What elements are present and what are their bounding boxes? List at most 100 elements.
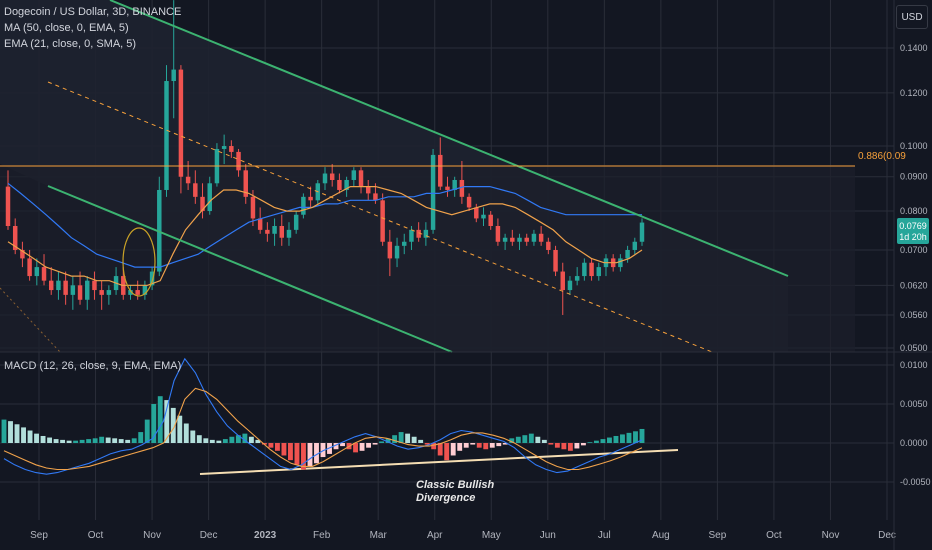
- macd-histogram-bar: [222, 439, 228, 443]
- candle-body: [142, 285, 148, 295]
- price-tick-label: 0.0620: [900, 280, 928, 290]
- macd-histogram-bar: [125, 439, 131, 443]
- macd-histogram-bar: [607, 437, 612, 443]
- macd-line[interactable]: [3, 357, 643, 475]
- candle-body: [416, 229, 421, 238]
- candle-body: [178, 69, 184, 177]
- candle-body: [200, 196, 205, 212]
- candle-body: [423, 229, 429, 238]
- macd-tick-label: 0.0100: [900, 360, 928, 370]
- macd-histogram-bar: [8, 421, 13, 443]
- candle: [589, 258, 594, 281]
- candle: [257, 207, 263, 234]
- candle-body: [409, 229, 414, 242]
- macd-histogram-bar: [164, 400, 170, 443]
- macd-indicator-label[interactable]: MACD (12, 26, close, 9, EMA, EMA): [4, 360, 182, 372]
- candle-body: [293, 214, 299, 230]
- ema21-line[interactable]: [7, 186, 643, 286]
- candle-body: [394, 245, 400, 259]
- candle-body: [301, 196, 306, 215]
- macd-histogram-bar: [320, 443, 326, 458]
- macd-histogram-bar: [528, 433, 534, 443]
- macd-histogram-bar: [470, 443, 476, 445]
- candle-body: [402, 241, 407, 246]
- candle: [596, 262, 602, 281]
- macd-histogram-bar: [79, 439, 85, 443]
- macd-histogram-bar: [99, 436, 105, 443]
- candle: [538, 226, 544, 246]
- macd-histogram-bar: [620, 434, 625, 443]
- current-price-badge: 0.0769 1d 20h: [897, 218, 929, 244]
- candle-body: [546, 241, 551, 250]
- macd-histogram-bar: [522, 435, 528, 443]
- macd-histogram-bar: [112, 438, 118, 443]
- candle: [56, 271, 61, 300]
- candle: [329, 164, 335, 187]
- candle-body: [553, 249, 558, 272]
- candle: [459, 160, 465, 204]
- macd-histogram-bar: [301, 443, 306, 470]
- candle: [85, 276, 90, 310]
- macd-histogram-bar: [274, 443, 280, 451]
- macd-histogram-bar: [209, 439, 215, 443]
- candle-body: [567, 280, 573, 291]
- candle-body: [582, 262, 587, 277]
- ma-indicator-label[interactable]: MA (50, close, 0, EMA, 5): [4, 22, 129, 34]
- currency-button[interactable]: USD: [896, 5, 928, 29]
- candle-body: [474, 207, 479, 219]
- channel-lower-line[interactable]: [47, 185, 453, 353]
- divergence-annotation-line1: Classic Bullish: [416, 479, 495, 491]
- symbol-title[interactable]: Dogecoin / US Dollar, 3D, BINANCE: [4, 6, 182, 18]
- time-tick-label: Jun: [540, 530, 556, 541]
- candle-body: [308, 196, 313, 201]
- candle: [229, 140, 234, 158]
- fib-level-label: 0.886(0.09: [858, 151, 906, 162]
- candle-body: [358, 170, 364, 187]
- candle-body: [12, 226, 18, 250]
- candle-body: [48, 280, 54, 291]
- macd-histogram-bar: [515, 436, 521, 443]
- main-legend: Dogecoin / US Dollar, 3D, BINANCE MA (50…: [4, 4, 181, 52]
- macd-histogram-bar: [353, 443, 358, 453]
- candle: [474, 203, 479, 223]
- current-price-value: 0.0769: [899, 221, 927, 231]
- highlight-ellipse[interactable]: [122, 227, 156, 297]
- time-tick-label: Nov: [822, 530, 840, 541]
- candle-body: [639, 222, 645, 242]
- macd-histogram-bar: [509, 438, 515, 443]
- macd-histogram-bar: [626, 432, 632, 443]
- macd-histogram-bar: [444, 443, 450, 461]
- macd-signal-line[interactable]: [3, 387, 643, 471]
- macd-histogram-bar: [359, 443, 365, 451]
- candle: [502, 233, 508, 250]
- macd-histogram-bar: [177, 415, 183, 443]
- candle: [466, 193, 472, 212]
- candle-body: [329, 173, 335, 180]
- candle-body: [560, 271, 565, 291]
- candle-body: [5, 186, 11, 227]
- candle: [430, 148, 436, 234]
- divergence-trendline[interactable]: [199, 449, 679, 475]
- candle-body: [596, 267, 602, 277]
- candle-body: [387, 241, 393, 259]
- macd-histogram-bar: [633, 431, 638, 443]
- candle-body: [106, 290, 112, 295]
- candle-body: [574, 276, 580, 281]
- macd-tick-label: -0.0050: [900, 477, 931, 487]
- time-tick-label: Sep: [30, 530, 48, 541]
- candle: [416, 222, 421, 242]
- ema-indicator-label[interactable]: EMA (21, close, 0, SMA, 5): [4, 38, 137, 50]
- macd-histogram-bar: [131, 438, 137, 443]
- ma50-line[interactable]: [7, 182, 642, 268]
- candle-body: [41, 267, 47, 281]
- macd-histogram-bar: [613, 435, 619, 443]
- macd-histogram-bar: [405, 433, 411, 443]
- candle-body: [438, 154, 443, 187]
- macd-histogram-bar: [385, 438, 391, 443]
- time-tick-label: Apr: [427, 530, 443, 541]
- macd-histogram-bar: [288, 443, 293, 461]
- candle-body: [481, 214, 486, 219]
- candle-body: [27, 258, 32, 277]
- channel-upper-line[interactable]: [109, 0, 789, 277]
